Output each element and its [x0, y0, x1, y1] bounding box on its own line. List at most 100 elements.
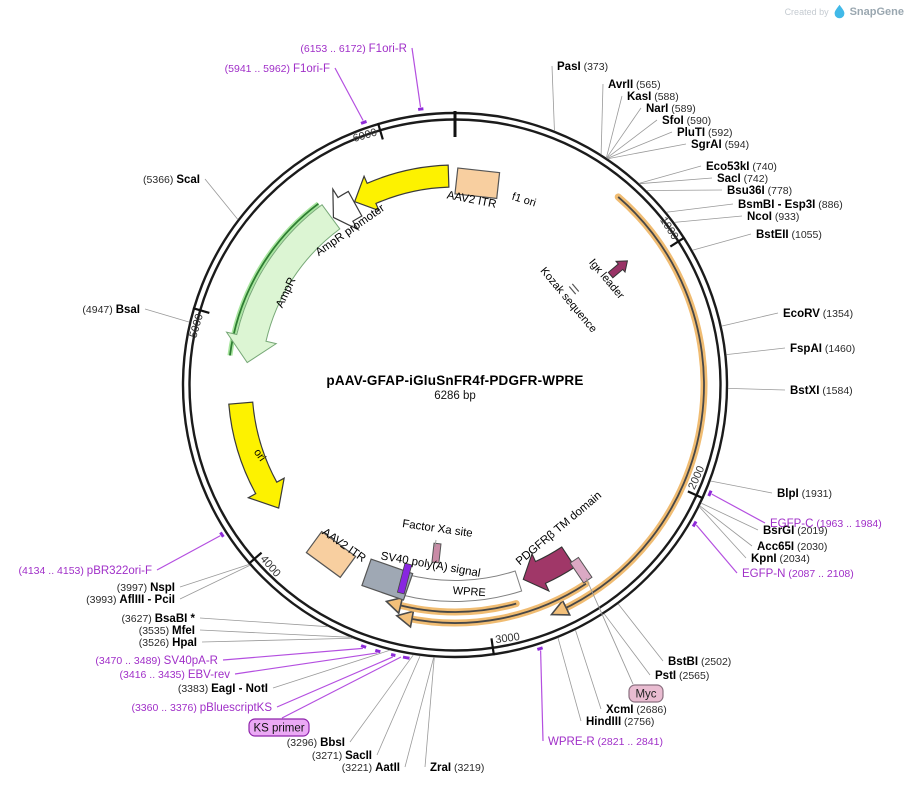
snapgene-watermark: Created by SnapGene: [785, 4, 904, 19]
leader-KpnI: [699, 506, 747, 559]
gene-arc-arrowhead-1: [395, 610, 415, 629]
tick-4000: [247, 551, 263, 565]
primer-leader-EGFP-C: [711, 493, 766, 524]
primer-leader-F1ori-R: [411, 47, 422, 108]
leader-AvrII: [600, 83, 604, 155]
tick-1000: [669, 236, 686, 248]
special-leader-1: [281, 656, 402, 719]
enzyme-label-AvrII: AvrII (565): [608, 79, 661, 91]
primer-label-EGFP-C: EGFP-C (1963 .. 1984): [770, 518, 882, 530]
leader-NspI: [179, 564, 250, 588]
feature-label-ori: ori: [251, 447, 268, 464]
snapgene-brand-text: SnapGene: [849, 5, 904, 18]
leader-Eco53kI: [638, 165, 702, 184]
enzyme-label-KpnI: KpnI (2034): [751, 553, 810, 565]
leader-EcoRV: [721, 312, 779, 327]
igk-leader-arrow: [607, 260, 629, 279]
enzyme-label-NspI: (3997) NspI: [117, 582, 175, 594]
leader-NarI: [606, 107, 642, 159]
enzyme-label-BsaI: (4947) BsaI: [82, 304, 140, 316]
tick-5000: [192, 307, 210, 314]
feature-f1-ori: [353, 164, 450, 212]
feature-aav2-itr-bottom: [305, 530, 357, 579]
leader-ZraI: [424, 657, 435, 768]
leader-PluTI: [607, 131, 673, 159]
leader-AflIII - PciI: [179, 564, 251, 600]
enzyme-label-ZraI: ZraI (3219): [430, 762, 484, 774]
primer-label-WPRE-R: WPRE-R (2821 .. 2841): [548, 736, 663, 748]
primer-label-pBluescriptKS: (3360 .. 3376) pBluescriptKS: [131, 702, 272, 714]
leader-BstEII: [692, 233, 752, 251]
leader-PstI: [603, 613, 651, 676]
primer-leader-EBV-rev: [234, 652, 378, 675]
leader-SacI: [639, 177, 713, 185]
leader-PasI: [551, 65, 555, 131]
enzyme-label-HpaI: (3526) HpaI: [139, 637, 197, 649]
enzyme-label-SacI: SacI (742): [717, 173, 768, 185]
primer-label-SV40pA-R: (3470 .. 3489) SV40pA-R: [95, 655, 218, 667]
enzyme-label-MfeI: (3535) MfeI: [139, 625, 195, 637]
created-by-text: Created by: [784, 6, 829, 17]
leader-BsmBI - Esp3I: [666, 203, 734, 213]
feature-label-wpre: WPRE: [452, 585, 486, 599]
leader-BbsI: [349, 654, 414, 743]
enzyme-label-XcmI: XcmI (2686): [606, 704, 667, 716]
gene-arc-core-0: [560, 196, 705, 612]
enzyme-label-FspAI: FspAI (1460): [790, 343, 855, 355]
primer-marker-8: [219, 531, 225, 538]
primer-label-F1ori-R: (6153 .. 6172) F1ori-R: [300, 43, 407, 55]
primer-marker-1: [360, 120, 368, 125]
feature-ks-region-bar: [396, 562, 413, 595]
boxed-label-text-myc: Myc: [635, 689, 656, 701]
leader-BlpI: [710, 480, 773, 494]
primer-marker-5: [390, 653, 396, 657]
kozak-mark-0: [571, 283, 580, 292]
special-leader-0: [585, 577, 634, 685]
enzyme-label-NarI: NarI (589): [646, 103, 696, 115]
snapgene-droplet-icon: [834, 4, 844, 19]
enzyme-label-BstXI: BstXI (1584): [790, 385, 853, 397]
enzyme-label-Eco53kI: Eco53kI (740): [706, 161, 777, 173]
primer-label-EBV-rev: (3416 .. 3435) EBV-rev: [120, 669, 231, 681]
boxed-label-text-ks-primer: KS primer: [253, 723, 304, 735]
gene-arc-core-2: [394, 602, 517, 613]
enzyme-label-SgrAI: SgrAI (594): [691, 139, 749, 151]
enzyme-label-BsaBI *: (3627) BsaBI *: [121, 613, 195, 625]
leader-SacII: [376, 655, 421, 756]
primer-leader-pBluescriptKS: [276, 656, 394, 708]
primer-marker-7: [360, 644, 367, 649]
leader-HindIII: [557, 637, 582, 722]
feature-pdgfr-tm: [522, 546, 576, 593]
tick-label-5000: 5000: [187, 312, 205, 339]
feature-factor-xa-marker: [431, 542, 442, 564]
gene-arc-core-1: [405, 582, 587, 624]
leader-SgrAI: [607, 143, 687, 160]
leader-FspAI: [726, 347, 786, 356]
primer-label-EGFP-N: EGFP-N (2087 .. 2108): [742, 568, 854, 580]
enzyme-label-PstI: PstI (2565): [655, 670, 709, 682]
enzyme-label-PasI: PasI (373): [557, 61, 608, 73]
leader-AatII: [404, 657, 435, 768]
enzyme-label-AatII: (3221) AatII: [342, 762, 400, 774]
feature-label-f1-ori: f1 ori: [510, 191, 537, 210]
feature-aav2-itr-top: [454, 167, 501, 200]
boxed-label-ks-primer: [248, 718, 310, 737]
primer-marker-4: [536, 646, 544, 651]
enzyme-label-EagI - NotI: (3383) EagI - NotI: [178, 683, 268, 695]
enzyme-label-BsrGI: BsrGI (2019): [763, 525, 828, 537]
enzyme-label-Acc65I: Acc65I (2030): [757, 541, 827, 553]
gene-arc-glow-0: [557, 193, 708, 615]
enzyme-label-PluTI: PluTI (592): [677, 127, 733, 139]
leader-SfoI: [606, 119, 658, 159]
tick-2000: [687, 490, 704, 500]
primer-marker-6: [374, 648, 381, 654]
primer-marker-0: [417, 107, 424, 111]
primer-leader-WPRE-R: [540, 650, 544, 742]
enzyme-label-BlpI: BlpI (1931): [777, 488, 832, 500]
feature-label-kozak-sequence: Kozak sequence: [538, 265, 599, 335]
boxed-label-myc: [628, 684, 664, 703]
primer-marker-9: [402, 655, 410, 660]
enzyme-label-NcoI: NcoI (933): [747, 211, 799, 223]
primer-leader-F1ori-F: [334, 67, 364, 121]
